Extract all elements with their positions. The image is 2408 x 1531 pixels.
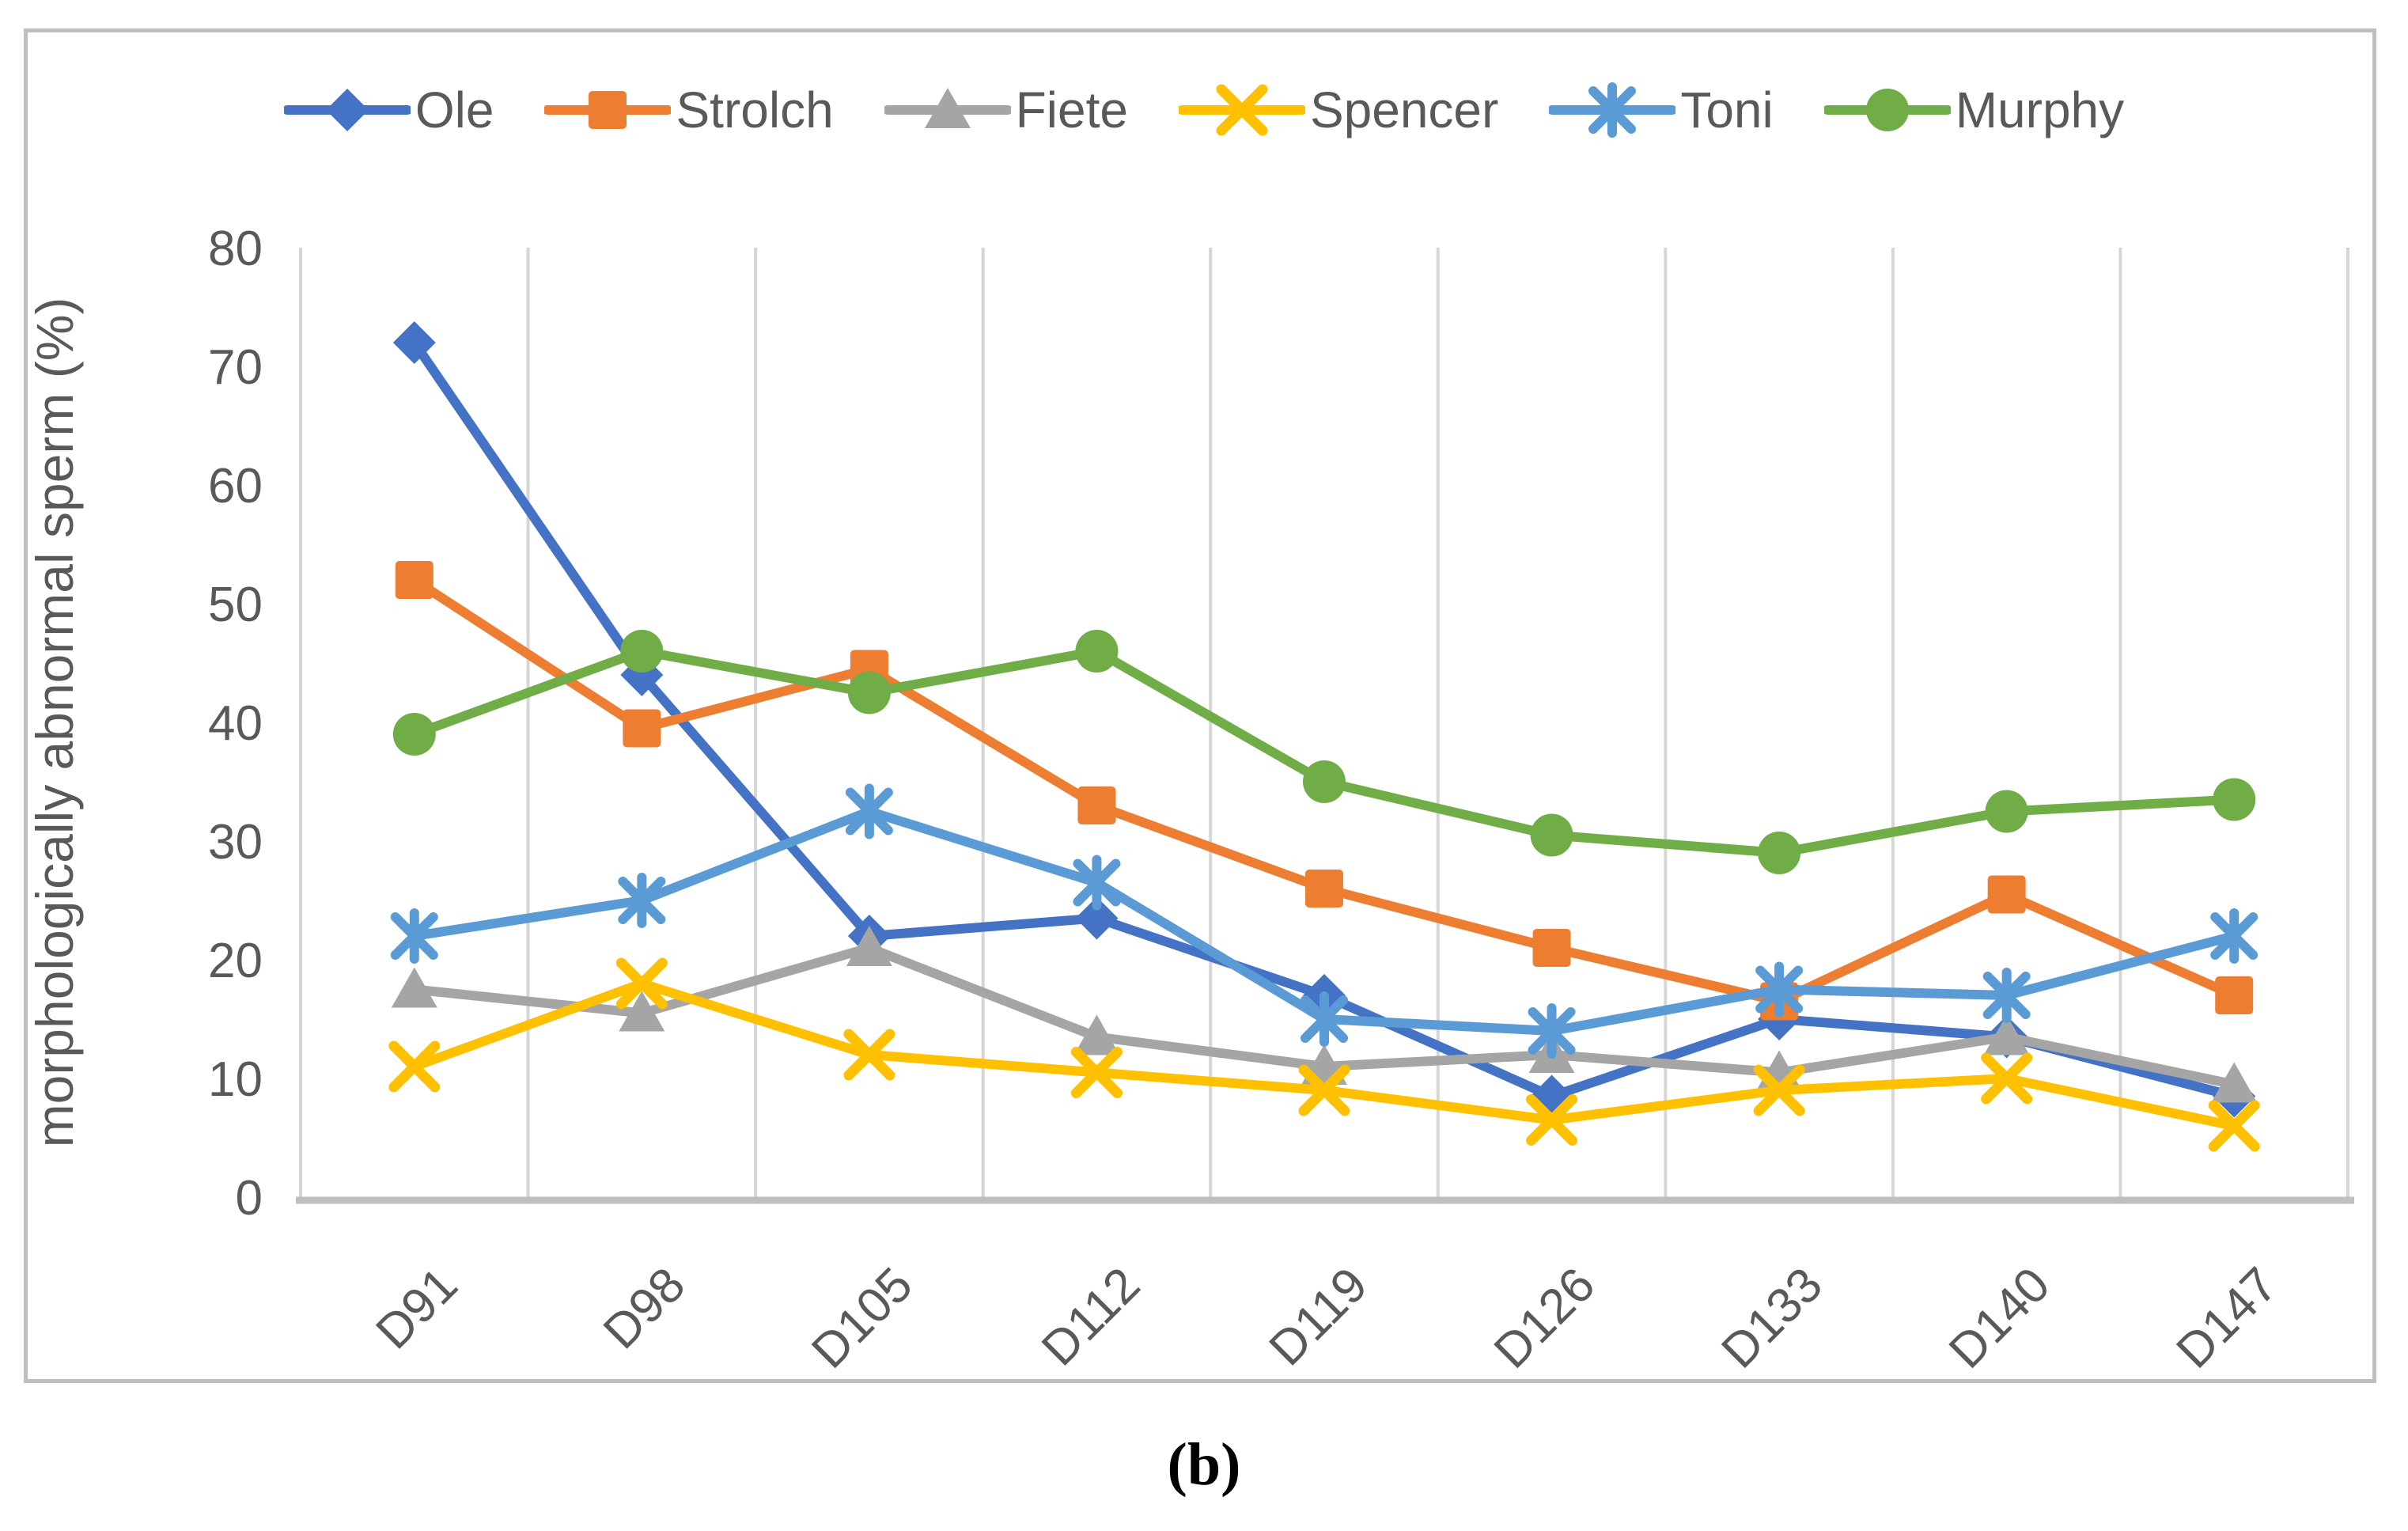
marker-asterisk bbox=[1982, 968, 2031, 1023]
legend-item-strolch: Strolch bbox=[544, 81, 834, 138]
marker-asterisk bbox=[1301, 991, 1348, 1047]
y-tick-label: 80 bbox=[208, 222, 263, 276]
marker-square bbox=[623, 709, 661, 748]
marker-x bbox=[843, 1029, 895, 1081]
y-tick-label: 70 bbox=[208, 340, 263, 395]
legend-key-circle-icon bbox=[1823, 89, 1951, 131]
x-tick-label: D147 bbox=[2167, 1257, 2289, 1379]
marker-diamond bbox=[1075, 896, 1119, 940]
x-tick-label: D105 bbox=[801, 1257, 923, 1379]
x-tick-label: D126 bbox=[1484, 1257, 1606, 1379]
y-tick-label: 50 bbox=[208, 578, 263, 632]
x-tick-label: D98 bbox=[593, 1257, 695, 1359]
marker-x bbox=[1526, 1094, 1578, 1146]
legend-item-fiete: Fiete bbox=[884, 82, 1128, 138]
marker-square bbox=[1305, 870, 1343, 908]
legend-key-x-icon bbox=[1178, 84, 1305, 136]
marker-square bbox=[1532, 929, 1571, 967]
series-line bbox=[409, 646, 2240, 858]
marker-diamond bbox=[392, 321, 436, 364]
legend-key-triangle-icon bbox=[884, 88, 1011, 128]
legend-label: Ole bbox=[415, 81, 494, 138]
marker-asterisk bbox=[1073, 855, 1121, 911]
series-toni bbox=[390, 783, 2258, 1059]
x-tick-label: D133 bbox=[1711, 1257, 1833, 1379]
series-strolch bbox=[395, 561, 2254, 1021]
legend-label: Strolch bbox=[676, 81, 834, 138]
figure-caption: (b) bbox=[1167, 1431, 1241, 1498]
legend-key-square-icon bbox=[544, 91, 672, 129]
marker-circle bbox=[1075, 630, 1119, 673]
marker-x bbox=[615, 957, 668, 1010]
y-tick-label: 10 bbox=[208, 1052, 263, 1107]
marker-triangle bbox=[1983, 1014, 2030, 1055]
marker-circle bbox=[1530, 813, 1573, 857]
marker-asterisk bbox=[2210, 908, 2258, 964]
marker-square bbox=[1077, 786, 1116, 824]
y-tick-label: 20 bbox=[208, 934, 263, 988]
marker-circle bbox=[1985, 790, 2028, 833]
legend-label: Spencer bbox=[1309, 81, 1499, 138]
y-tick-label: 40 bbox=[208, 696, 263, 751]
x-tick-label: D140 bbox=[1939, 1257, 2061, 1379]
marker-circle bbox=[392, 713, 436, 756]
tick-labels: 0 10 20 30 40 50 60 70 80 D91 D98 D105 D112 D119 D126 D… bbox=[208, 222, 2288, 1379]
x-tick-label: D91 bbox=[365, 1257, 468, 1359]
legend-item-spencer: Spencer bbox=[1178, 81, 1499, 138]
marker-asterisk bbox=[1528, 1003, 1576, 1059]
legend-label: Murphy bbox=[1955, 81, 2125, 138]
marker-x bbox=[1298, 1064, 1350, 1116]
marker-triangle bbox=[1073, 1014, 1120, 1055]
legend-label: Toni bbox=[1680, 81, 1774, 138]
marker-square bbox=[589, 91, 627, 129]
marker-x bbox=[1216, 84, 1268, 136]
marker-triangle bbox=[924, 88, 971, 128]
legend-item-ole: Ole bbox=[283, 81, 494, 138]
series-spencer bbox=[388, 957, 2260, 1152]
series-layer bbox=[388, 321, 2260, 1152]
marker-triangle bbox=[846, 926, 892, 966]
chart-legend: Ole Strolch Fiete Spencer Toni Murphy bbox=[0, 82, 2408, 138]
marker-circle bbox=[1303, 760, 1346, 803]
legend-key-asterisk-icon bbox=[1549, 82, 1676, 138]
legend-key-diamond-icon bbox=[283, 89, 411, 131]
marker-x bbox=[2208, 1100, 2260, 1152]
legend-item-murphy: Murphy bbox=[1823, 81, 2125, 138]
y-tick-label: 0 bbox=[236, 1171, 263, 1226]
y-tick-label: 60 bbox=[208, 459, 263, 513]
legend-item-toni: Toni bbox=[1549, 81, 1774, 138]
marker-asterisk bbox=[618, 873, 666, 928]
x-tick-label: D119 bbox=[1259, 1257, 1378, 1376]
y-axis-title: morphologically abnormal sperm (%) bbox=[25, 297, 84, 1148]
marker-circle bbox=[1758, 832, 1801, 874]
marker-square bbox=[395, 561, 434, 599]
marker-x bbox=[1981, 1052, 2033, 1105]
marker-circle bbox=[2213, 778, 2256, 821]
marker-circle bbox=[847, 671, 891, 714]
marker-triangle bbox=[2211, 1062, 2258, 1103]
marker-asterisk bbox=[1588, 82, 1637, 138]
marker-x bbox=[1753, 1064, 1805, 1116]
marker-circle bbox=[620, 630, 664, 673]
marker-circle bbox=[1865, 89, 1909, 131]
x-tick-label: D112 bbox=[1032, 1257, 1150, 1376]
gridlines bbox=[299, 248, 2349, 1197]
marker-triangle bbox=[391, 967, 437, 1008]
legend-label: Fiete bbox=[1015, 81, 1128, 138]
marker-diamond bbox=[325, 89, 369, 131]
marker-asterisk bbox=[845, 783, 893, 839]
series-murphy bbox=[392, 630, 2256, 874]
marker-triangle bbox=[619, 991, 665, 1032]
marker-square bbox=[2215, 976, 2254, 1014]
marker-x bbox=[388, 1040, 441, 1093]
marker-asterisk bbox=[1755, 961, 1804, 1018]
marker-square bbox=[1987, 875, 2026, 914]
marker-x bbox=[1070, 1047, 1123, 1098]
marker-asterisk bbox=[390, 908, 438, 964]
y-tick-label: 30 bbox=[208, 815, 263, 870]
